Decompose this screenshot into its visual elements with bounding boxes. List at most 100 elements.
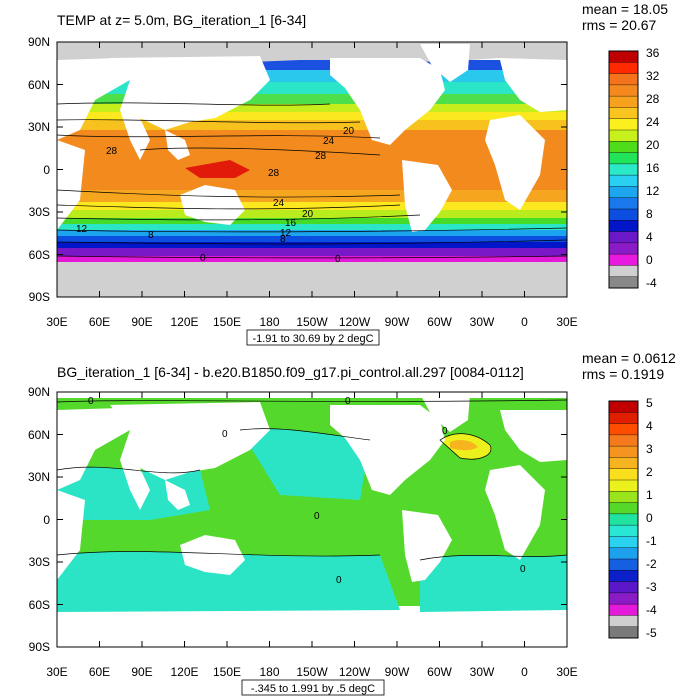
colorbar-label: -1 [646, 534, 657, 548]
lon-label: 60W [427, 315, 452, 329]
colorbar-swatch [609, 51, 638, 63]
panel-1-title: TEMP at z= 5.0m, BG_iteration_1 [6-34] [57, 12, 306, 28]
colorbar-swatch [609, 547, 638, 560]
contour-label: 0 [336, 575, 342, 586]
colorbar-swatch [609, 570, 638, 582]
colorbar-swatch [609, 73, 638, 86]
lat-label: 0 [43, 163, 50, 177]
contour-label: 20 [302, 209, 314, 220]
lon-label: 60E [89, 315, 110, 329]
colorbar-swatch [609, 626, 638, 639]
colorbar-label: 32 [646, 69, 660, 83]
colorbar-swatch [609, 412, 638, 424]
colorbar-swatch [609, 118, 638, 131]
panel-1-mean: mean = 18.05 [582, 1, 668, 17]
panel-1: TEMP at z= 5.0m, BG_iteration_1 [6-34] m… [28, 1, 668, 346]
lat-label: 60S [29, 248, 50, 262]
colorbar-label: 4 [646, 419, 653, 433]
panel-1-colorbar [608, 50, 639, 289]
colorbar-label: 8 [646, 207, 653, 221]
contour-label: 0 [200, 253, 206, 264]
lon-label: 90E [131, 315, 152, 329]
panel-2-rms: rms = 0.1919 [582, 366, 664, 382]
colorbar-swatch [609, 209, 638, 221]
colorbar-swatch [609, 220, 638, 232]
colorbar-swatch [609, 231, 638, 244]
contour-label: 24 [323, 136, 335, 147]
colorbar-label: -2 [646, 557, 657, 571]
contour-label: 20 [343, 126, 355, 137]
colorbar-label: 4 [646, 230, 653, 244]
colorbar-swatch [609, 513, 638, 526]
contour-label: 0 [335, 254, 341, 265]
lat-label: 30N [28, 470, 50, 484]
panel-2-lat-labels: 90N 60N 30N 0 30S 60S 90S [28, 385, 50, 654]
lon-label: 90W [385, 665, 410, 679]
lat-label: 90S [29, 290, 50, 304]
colorbar-label: 0 [646, 511, 653, 525]
panel-1-lon-labels: 30E 60E 90E 120E 150E 180 150W 120W 90W … [46, 315, 577, 329]
lon-label: 0 [521, 665, 528, 679]
colorbar-label: -4 [646, 603, 657, 617]
colorbar-swatch [609, 581, 638, 594]
lon-label: 30E [46, 315, 67, 329]
lat-label: 30S [29, 205, 50, 219]
contour-label: 28 [106, 146, 118, 157]
panel-2-title: BG_iteration_1 [6-34] - b.e20.B1850.f09_… [57, 364, 524, 380]
colorbar-swatch [609, 434, 638, 447]
panel-2-colorbar-labels: 5 4 3 2 1 0 -1 -2 -3 -4 -5 [646, 396, 657, 640]
colorbar-swatch [609, 615, 638, 628]
colorbar-swatch [609, 130, 638, 142]
colorbar-swatch [609, 536, 638, 549]
colorbar-swatch [609, 84, 638, 97]
colorbar-swatch [609, 163, 638, 176]
contour-label: 8 [280, 234, 286, 245]
lat-label: 60N [28, 428, 50, 442]
colorbar-label: 5 [646, 396, 653, 410]
colorbar-label: 2 [646, 465, 653, 479]
colorbar-swatch [609, 242, 638, 255]
lon-label: 150W [296, 315, 328, 329]
lon-label: 30W [470, 315, 495, 329]
panel-1-map [57, 42, 567, 297]
panel-2-mean: mean = 0.0612 [582, 350, 676, 366]
colorbar-swatch [609, 491, 638, 503]
contour-label: 0 [442, 426, 448, 437]
lon-label: 120E [170, 315, 198, 329]
lon-label: 0 [521, 315, 528, 329]
panel-2-contour-labels: 0 0 0 0 0 0 0 [88, 396, 526, 586]
lat-label: 60S [29, 598, 50, 612]
colorbar-swatch [609, 175, 638, 187]
colorbar-label: 0 [646, 253, 653, 267]
colorbar-swatch [609, 107, 638, 120]
colorbar-swatch [609, 197, 638, 210]
colorbar-label: 1 [646, 488, 653, 502]
colorbar-label: -3 [646, 580, 657, 594]
lat-label: 60N [28, 78, 50, 92]
colorbar-label: 20 [646, 138, 660, 152]
panel-1-rms: rms = 20.67 [582, 17, 657, 33]
colorbar-label: 36 [646, 46, 660, 60]
colorbar-swatch [609, 141, 638, 153]
contour-label: 24 [273, 198, 285, 209]
panel-2-range-label: -.345 to 1.991 by .5 degC [251, 683, 375, 695]
colorbar-frame [608, 400, 639, 639]
colorbar-swatch [609, 62, 638, 74]
contour-label: 12 [76, 224, 88, 235]
lat-label: 90N [28, 35, 50, 49]
colorbar-swatch [609, 604, 638, 616]
colorbar-label: 28 [646, 92, 660, 106]
lat-label: 30N [28, 120, 50, 134]
colorbar-swatch [609, 96, 638, 108]
colorbar-swatch [609, 401, 638, 413]
lon-label: 150E [213, 315, 241, 329]
colorbar-swatch [609, 480, 638, 492]
colorbar-swatch [609, 559, 638, 571]
contour-label: 0 [345, 396, 351, 407]
lat-label: 90S [29, 640, 50, 654]
lat-label: 0 [43, 513, 50, 527]
colorbar-swatch [609, 468, 638, 481]
colorbar-frame [608, 50, 639, 289]
colorbar-label: -5 [646, 626, 657, 640]
